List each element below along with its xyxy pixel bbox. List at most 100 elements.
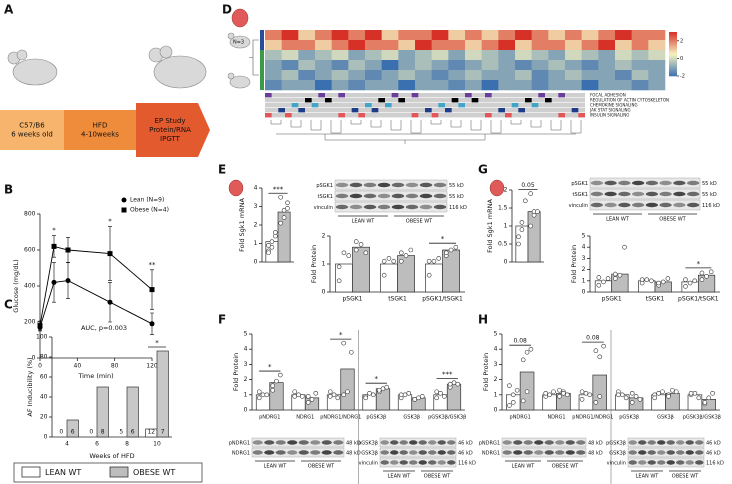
data-point xyxy=(426,272,432,278)
blot-band xyxy=(287,440,298,445)
data-point xyxy=(309,397,315,402)
data-point xyxy=(451,380,457,385)
heatmap-cell xyxy=(265,40,282,51)
blot-band xyxy=(380,460,389,465)
n-label: 6 xyxy=(131,429,135,436)
data-point xyxy=(406,390,412,396)
data-point xyxy=(699,277,705,282)
blot-band xyxy=(437,450,446,455)
data-point xyxy=(363,250,369,256)
heatmap-cell xyxy=(648,80,666,91)
heatmap-cell xyxy=(265,80,282,91)
y-tick-label: 1 xyxy=(254,240,258,247)
heatmap-cell xyxy=(548,40,566,51)
blot-group: OBESE WT xyxy=(672,474,699,480)
timeline xyxy=(0,103,210,157)
heatmap-cell xyxy=(515,80,532,91)
data-point xyxy=(601,343,606,349)
data-point xyxy=(601,279,606,285)
row-dendrogram xyxy=(249,39,259,76)
data-point xyxy=(692,278,698,284)
blot-band xyxy=(618,180,631,186)
colorbar-step xyxy=(669,66,677,69)
timeline-step xyxy=(136,103,210,157)
blot-band xyxy=(695,460,704,465)
panel-letter: A xyxy=(4,3,14,17)
blot-band xyxy=(405,182,419,188)
blot-band xyxy=(433,193,447,199)
heatmap-cell xyxy=(465,70,482,81)
blot-band xyxy=(534,450,544,455)
group-strip xyxy=(260,30,264,40)
significance: * xyxy=(108,218,112,226)
x-tick-label: GSK3β xyxy=(657,415,674,421)
data-point xyxy=(408,247,414,253)
panel-letter: E xyxy=(218,163,226,177)
n-label: 7 xyxy=(161,429,165,436)
pathway-cell xyxy=(305,98,312,103)
heart-icons xyxy=(228,8,505,197)
marker xyxy=(51,243,57,249)
data-point xyxy=(688,390,694,396)
significance: 0.08 xyxy=(513,338,527,345)
blot-kd: 48 kD xyxy=(346,451,361,457)
blot-band xyxy=(437,440,446,445)
blot-band xyxy=(409,460,418,465)
heatmap-cell xyxy=(265,70,282,81)
blot-band xyxy=(349,204,363,210)
data-point xyxy=(380,386,386,392)
heatmap-cell xyxy=(531,60,549,71)
blot-kd: 46 kD xyxy=(706,441,721,447)
heatmap-cell xyxy=(631,70,649,81)
data-point xyxy=(386,256,392,261)
column-dendrogram xyxy=(270,120,582,144)
x-tick-label: 40 xyxy=(74,363,82,370)
heatmap-cell xyxy=(331,80,349,91)
blot-band xyxy=(604,191,617,197)
y-tick-label: 2 xyxy=(494,376,498,383)
data-point xyxy=(305,400,311,405)
heatmap-cell xyxy=(515,50,532,61)
data-point xyxy=(402,392,408,398)
blot-label: pSGK1 xyxy=(316,183,333,189)
blot-band xyxy=(695,450,704,455)
pathway-cell xyxy=(425,108,432,113)
blot-kd: 55 kD xyxy=(449,194,464,200)
blot-band xyxy=(632,191,645,197)
data-point xyxy=(524,389,530,395)
timeline-label: HFD xyxy=(93,122,108,130)
y-tick-label: 100 xyxy=(36,334,48,341)
blot-band xyxy=(647,460,656,465)
marker xyxy=(149,321,155,327)
pathway-cell xyxy=(558,93,565,98)
pathway-cell xyxy=(445,108,452,113)
heatmap-cell xyxy=(281,80,299,91)
blot-band xyxy=(418,450,427,455)
data-point xyxy=(597,394,603,399)
blot-band xyxy=(418,460,427,465)
pathway-cell xyxy=(525,98,532,103)
data-point xyxy=(649,278,654,284)
y-tick-label: 0 xyxy=(44,434,48,441)
heatmap-cell xyxy=(581,50,599,61)
blot-band xyxy=(391,182,405,188)
blot-strip xyxy=(627,437,705,448)
heatmap-cell xyxy=(398,30,416,41)
n-label: 5 xyxy=(119,429,123,436)
data-point xyxy=(520,398,526,404)
blot-kd: 55 kD xyxy=(702,192,717,198)
data-point xyxy=(619,392,625,398)
colorbar-step xyxy=(669,39,677,42)
marker xyxy=(65,278,71,284)
heatmap-cell xyxy=(565,60,582,71)
blot-band xyxy=(298,440,309,445)
blot-band xyxy=(399,460,408,465)
heatmap-cell xyxy=(398,70,416,81)
blot-band xyxy=(544,440,554,445)
blot-band xyxy=(628,440,637,445)
data-point xyxy=(596,282,602,288)
blot-group: LEAN WT xyxy=(512,464,536,470)
legend-swatch xyxy=(21,466,41,478)
blot-band xyxy=(335,193,349,199)
heatmap-cell xyxy=(398,50,416,61)
